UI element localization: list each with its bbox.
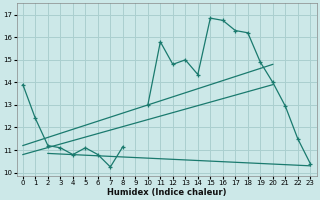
X-axis label: Humidex (Indice chaleur): Humidex (Indice chaleur): [107, 188, 226, 197]
